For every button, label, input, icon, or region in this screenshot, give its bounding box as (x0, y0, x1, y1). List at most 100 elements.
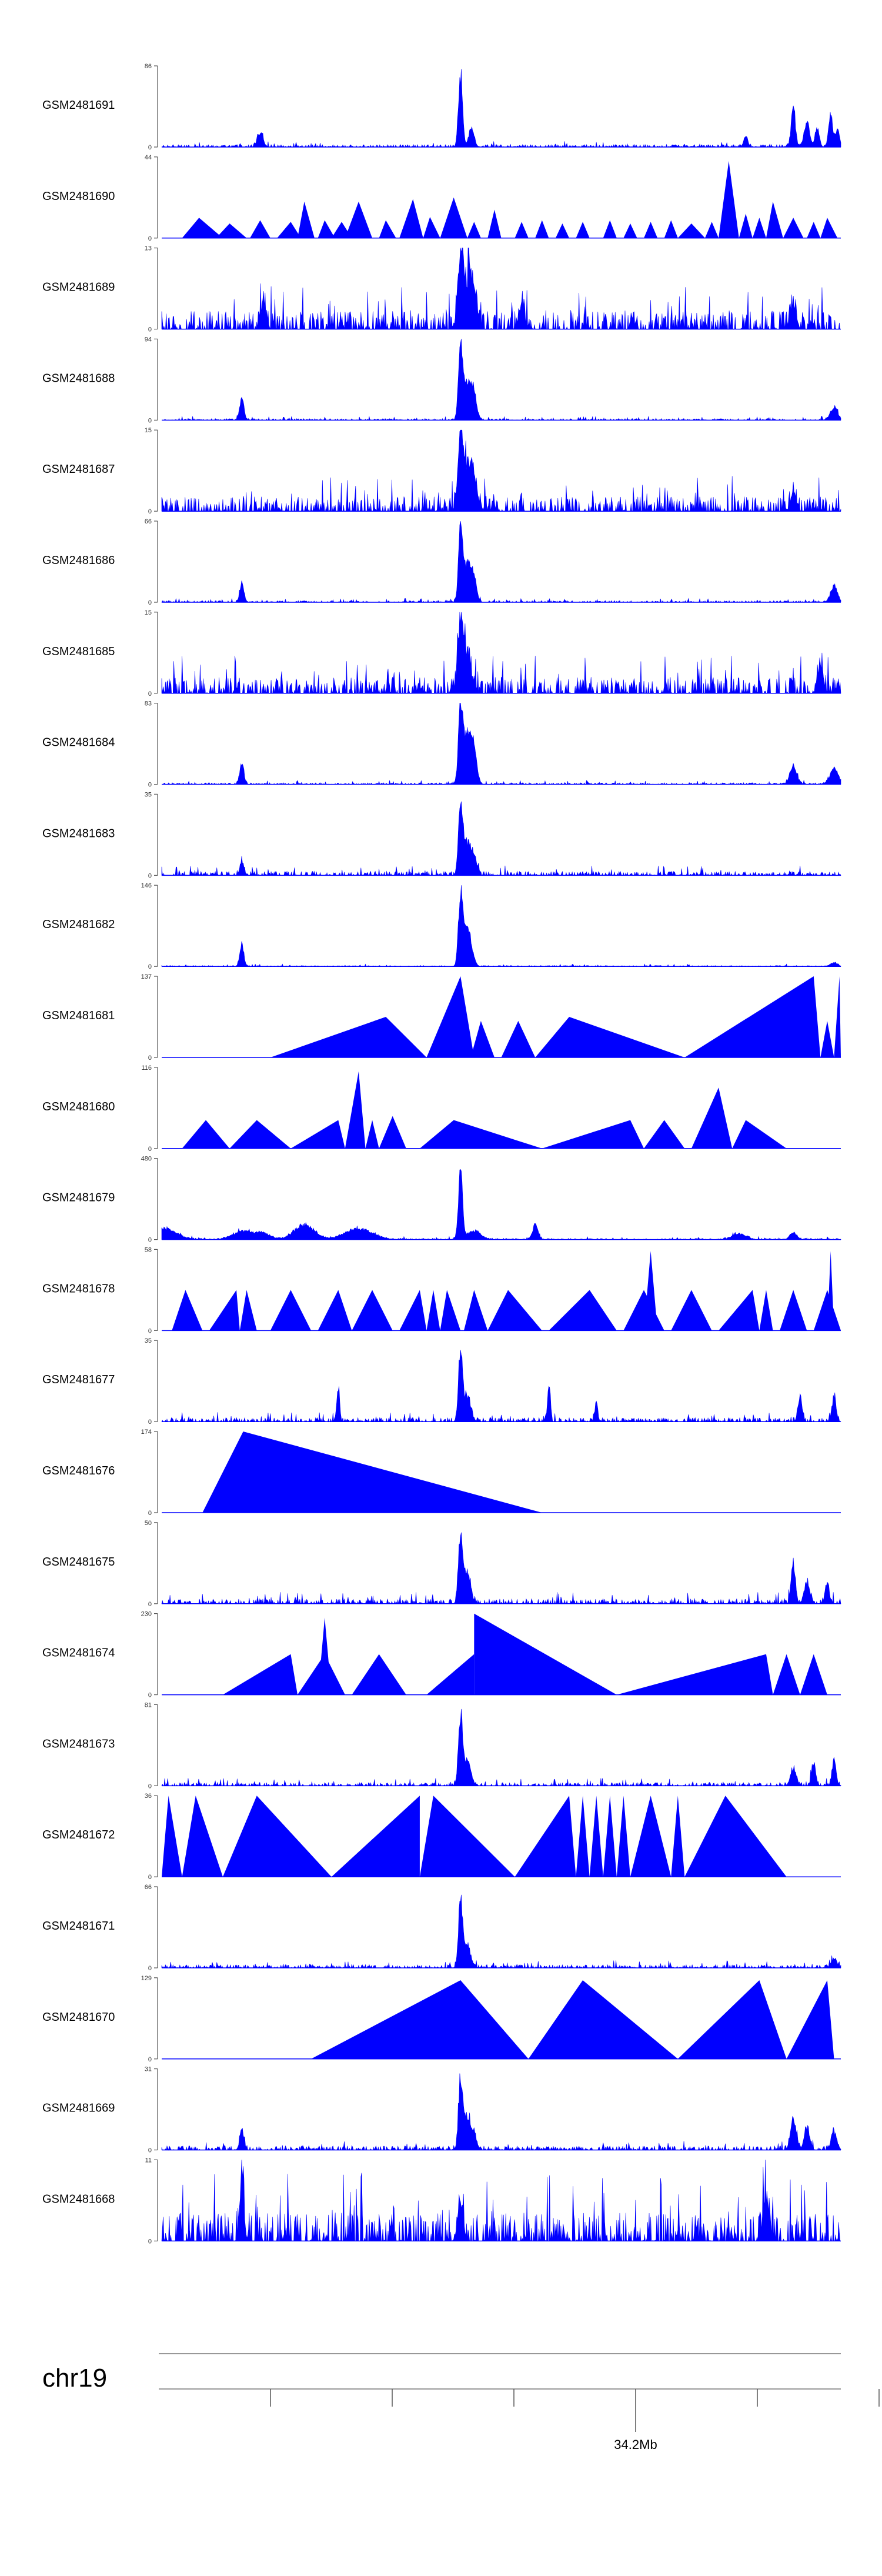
y-min-label: 0 (148, 1327, 152, 1334)
y-max-label: 66 (145, 518, 152, 525)
signal-triangle (277, 222, 301, 238)
track-label: GSM2481685 (42, 645, 115, 658)
signal-triangle (576, 1796, 590, 1877)
signal-triangle (780, 1290, 807, 1331)
signal-area (161, 1169, 841, 1240)
signal-triangle (250, 220, 270, 238)
y-min-label: 0 (148, 599, 152, 606)
track-label: GSM2481669 (42, 2102, 115, 2115)
signal-triangle (229, 1120, 291, 1149)
track-GSM2481672: GSM2481672 36 0 (42, 1793, 841, 1881)
track-label: GSM2481671 (42, 1920, 115, 1933)
y-min-label: 0 (148, 2147, 152, 2154)
y-min-label: 0 (148, 1874, 152, 1881)
signal-triangle (290, 1120, 345, 1149)
y-max-label: 15 (145, 609, 152, 616)
signal-triangle (331, 1796, 420, 1877)
track-GSM2481679: GSM2481679 480 0 (42, 1156, 841, 1244)
signal-triangle (345, 1071, 366, 1149)
signal-triangle (440, 197, 467, 238)
signal-triangle (379, 1116, 406, 1149)
y-min-label: 0 (148, 417, 152, 424)
signal-triangle (463, 1290, 488, 1331)
signal-triangle (365, 1120, 379, 1149)
signal-triangle (514, 222, 529, 238)
track-label: GSM2481675 (42, 1556, 115, 1569)
signal-triangle (644, 1251, 658, 1331)
y-min-label: 0 (148, 690, 152, 698)
y-min-label: 0 (148, 1237, 152, 1244)
signal-area (161, 1350, 841, 1423)
signal-triangle (800, 1654, 827, 1695)
track-label: GSM2481668 (42, 2193, 115, 2205)
y-max-label: 94 (145, 336, 152, 343)
signal-triangle (589, 1796, 603, 1877)
track-GSM2481668: GSM2481668 11 0 (42, 2157, 841, 2245)
track-label: GSM2481688 (42, 372, 115, 385)
track-label: GSM2481683 (42, 827, 115, 840)
signal-area (161, 69, 841, 148)
signal-area (161, 1532, 841, 1604)
signal-triangle (352, 1290, 393, 1331)
track-GSM2481688: GSM2481688 94 0 (42, 336, 841, 424)
signal-triangle (318, 1290, 352, 1331)
y-min-label: 0 (148, 1783, 152, 1790)
signal-triangle (719, 161, 739, 238)
y-max-label: 13 (145, 245, 152, 252)
signal-triangle (671, 1796, 685, 1877)
track-label: GSM2481684 (42, 736, 115, 749)
y-min-label: 0 (148, 1692, 152, 1699)
signal-triangle (399, 199, 423, 238)
signal-triangle (827, 1251, 834, 1331)
track-GSM2481683: GSM2481683 35 0 (42, 791, 841, 879)
signal-triangle (182, 218, 223, 238)
signal-area (161, 429, 841, 512)
y-min-label: 0 (148, 1146, 152, 1153)
signal-triangle (644, 222, 658, 238)
track-label: GSM2481674 (42, 1647, 115, 1660)
y-min-label: 0 (148, 2238, 152, 2245)
signal-triangle (182, 1796, 223, 1877)
signal-triangle (684, 976, 821, 1057)
signal-area (161, 520, 841, 603)
signal-triangle (820, 1020, 834, 1057)
signal-area (161, 2160, 841, 2242)
y-max-label: 11 (145, 2157, 152, 2164)
signal-triangle (467, 222, 481, 238)
y-max-label: 137 (141, 973, 152, 980)
signal-triangle (182, 1120, 230, 1149)
track-label: GSM2481691 (42, 99, 115, 112)
signal-triangle (535, 1017, 685, 1057)
signal-triangle (222, 1796, 332, 1877)
signal-triangle (423, 216, 440, 238)
signal-triangle (705, 222, 719, 238)
track-GSM2481690: GSM2481690 44 0 (42, 154, 841, 242)
signal-triangle (239, 1290, 257, 1331)
track-label: GSM2481687 (42, 463, 115, 476)
signal-triangle (603, 1796, 617, 1877)
track-GSM2481689: GSM2481689 13 0 (42, 245, 841, 333)
signal-triangle (684, 1796, 787, 1877)
track-GSM2481674: GSM2481674 230 0 (42, 1611, 841, 1699)
signal-triangle (732, 1120, 787, 1149)
signal-triangle (786, 1980, 834, 2059)
signal-triangle (440, 1290, 461, 1331)
y-max-label: 129 (141, 1975, 152, 1982)
signal-triangle (419, 1120, 542, 1149)
signal-triangle (318, 1617, 332, 1695)
signal-triangle (298, 201, 315, 238)
signal-triangle (514, 1796, 576, 1877)
signal-triangle (719, 1290, 760, 1331)
y-max-label: 230 (141, 1611, 152, 1618)
signal-triangle (209, 1290, 240, 1331)
y-max-label: 31 (145, 2066, 152, 2073)
signal-area (161, 248, 841, 330)
signal-triangle (399, 1290, 427, 1331)
signal-area (162, 703, 841, 785)
track-GSM2481686: GSM2481686 66 0 (42, 518, 841, 606)
y-max-label: 480 (141, 1156, 152, 1163)
y-max-label: 35 (145, 791, 152, 798)
y-min-label: 0 (148, 1055, 152, 1062)
track-label: GSM2481690 (42, 190, 115, 203)
